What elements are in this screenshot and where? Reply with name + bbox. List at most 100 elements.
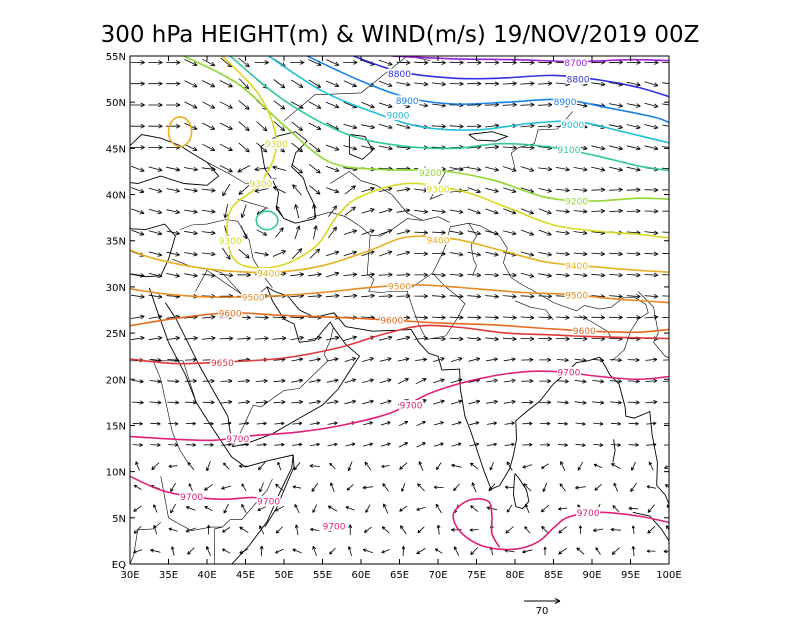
wind-arrow [131, 379, 144, 384]
wind-arrow [467, 123, 482, 129]
wind-arrow [591, 81, 606, 87]
wind-arrow [538, 251, 552, 257]
wind-arrow [184, 144, 198, 151]
wind-arrow [201, 336, 216, 341]
wind-arrow [573, 166, 588, 172]
wind-arrow [149, 379, 162, 384]
wind-arrow [238, 421, 250, 426]
wind-arrow [556, 379, 569, 384]
wind-arrow [417, 483, 425, 492]
wind-arrow [239, 548, 249, 554]
wind-arrow [648, 461, 654, 471]
wind-arrow [591, 145, 606, 151]
wind-arrow [378, 272, 393, 278]
wind-arrow [503, 357, 516, 362]
wind-arrow [343, 60, 358, 65]
wind-arrow [662, 189, 669, 191]
wind-arrow [436, 462, 442, 470]
wind-arrow [484, 60, 500, 65]
lon-tick-label: 35E [159, 570, 178, 581]
wind-arrow [540, 504, 550, 513]
wind-arrow [308, 378, 321, 383]
wind-arrow [223, 503, 229, 514]
wind-arrow [468, 357, 481, 362]
wind-arrow [184, 101, 198, 109]
lat-tick-label: 20N [106, 375, 126, 386]
wind-arrow [343, 123, 358, 130]
wind-arrow [593, 421, 604, 426]
wind-arrow [379, 229, 393, 236]
wind-arrow [451, 463, 462, 468]
wind-arrow [183, 166, 198, 172]
wind-arrow [273, 400, 286, 405]
contour-label: 9200 [565, 198, 588, 208]
wind-arrow [591, 272, 606, 278]
wind-arrow [542, 482, 548, 492]
wind-arrow [361, 229, 375, 235]
wind-arrow [347, 546, 352, 556]
wind-arrow [150, 443, 161, 447]
wind-arrow [520, 208, 534, 215]
wind-arrow [489, 461, 494, 471]
wind-arrow [254, 315, 269, 320]
wind-arrow [418, 461, 424, 471]
wind-arrow [414, 336, 429, 341]
wind-arrow [362, 548, 373, 554]
wind-arrow [396, 208, 411, 213]
wind-arrow [555, 230, 570, 236]
wind-arrow [646, 485, 656, 489]
wind-arrow [130, 165, 145, 172]
wind-arrow [239, 526, 249, 534]
contour-label: 9100 [557, 146, 580, 156]
wind-arrow [469, 421, 480, 426]
wind-arrow [202, 122, 216, 130]
wind-arrow [131, 400, 144, 405]
wind-arrow [170, 503, 176, 514]
wind-arrow [626, 166, 641, 172]
wind-arrow [133, 484, 142, 490]
wind-arrow [166, 188, 180, 193]
wind-arrow [520, 251, 535, 257]
wind-arrow [201, 166, 216, 172]
wind-arrow [132, 443, 143, 447]
wind-arrow [449, 60, 464, 65]
contour-label-bg [395, 95, 420, 106]
wind-arrow [662, 295, 669, 297]
wind-arrow [626, 315, 641, 320]
wind-arrow [240, 225, 248, 240]
wind-arrow [574, 358, 587, 363]
wind-arrow [485, 187, 499, 193]
wind-arrow [327, 442, 338, 447]
wind-arrow [626, 272, 641, 278]
wind-arrow [308, 272, 322, 277]
wind-arrow [378, 293, 393, 299]
wind-arrow [414, 251, 428, 257]
contour-label-bg [399, 400, 424, 411]
wind-arrow [378, 80, 393, 87]
wind-arrow [485, 230, 499, 236]
contour-label: 9400 [565, 262, 588, 272]
wind-arrow [520, 336, 535, 342]
wind-arrow [378, 102, 393, 109]
wind-arrow [382, 483, 389, 492]
contour-label: 9500 [242, 294, 265, 304]
contour-label: 9200 [419, 169, 442, 179]
wind-arrow [290, 101, 304, 109]
wind-arrow [450, 378, 463, 384]
wind-arrow [662, 231, 669, 233]
wind-arrow [524, 526, 531, 534]
country-border [514, 300, 554, 321]
wind-arrow [432, 378, 445, 384]
wind-arrow [664, 465, 669, 469]
wind-arrow [378, 123, 393, 130]
wind-arrow [343, 250, 357, 257]
wind-arrow [592, 379, 605, 384]
contour-label-bg [426, 184, 450, 195]
wind-arrow [237, 165, 251, 173]
wind-arrow [379, 335, 393, 341]
wind-arrow [259, 482, 264, 493]
wind-arrow [644, 294, 659, 299]
wind-arrow [502, 166, 517, 172]
wind-arrow [379, 378, 392, 384]
wind-arrow [184, 59, 198, 66]
